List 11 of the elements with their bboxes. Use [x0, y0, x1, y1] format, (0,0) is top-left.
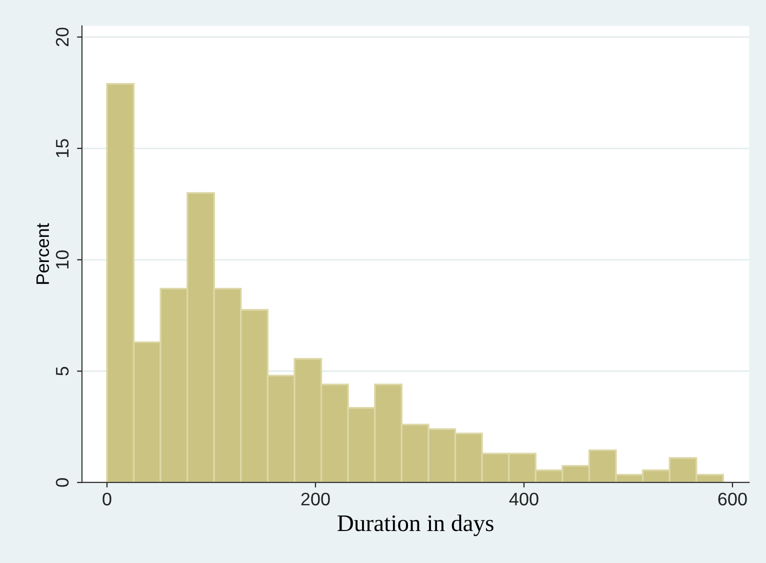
x-tick-label: 600: [718, 492, 747, 506]
x-tick-label: 400: [509, 492, 538, 506]
x-axis-title: Duration in days: [338, 514, 494, 536]
x-tick-label: 0: [102, 492, 112, 506]
y-tick-label: 15: [56, 139, 69, 158]
y-tick-label: 5: [56, 366, 69, 376]
y-tick-label: 20: [56, 28, 69, 46]
y-tick-label: 10: [56, 250, 69, 268]
y-tick-label: 0: [56, 478, 69, 487]
x-tick-label: 200: [301, 492, 330, 506]
y-axis-title: Percent: [36, 223, 50, 284]
